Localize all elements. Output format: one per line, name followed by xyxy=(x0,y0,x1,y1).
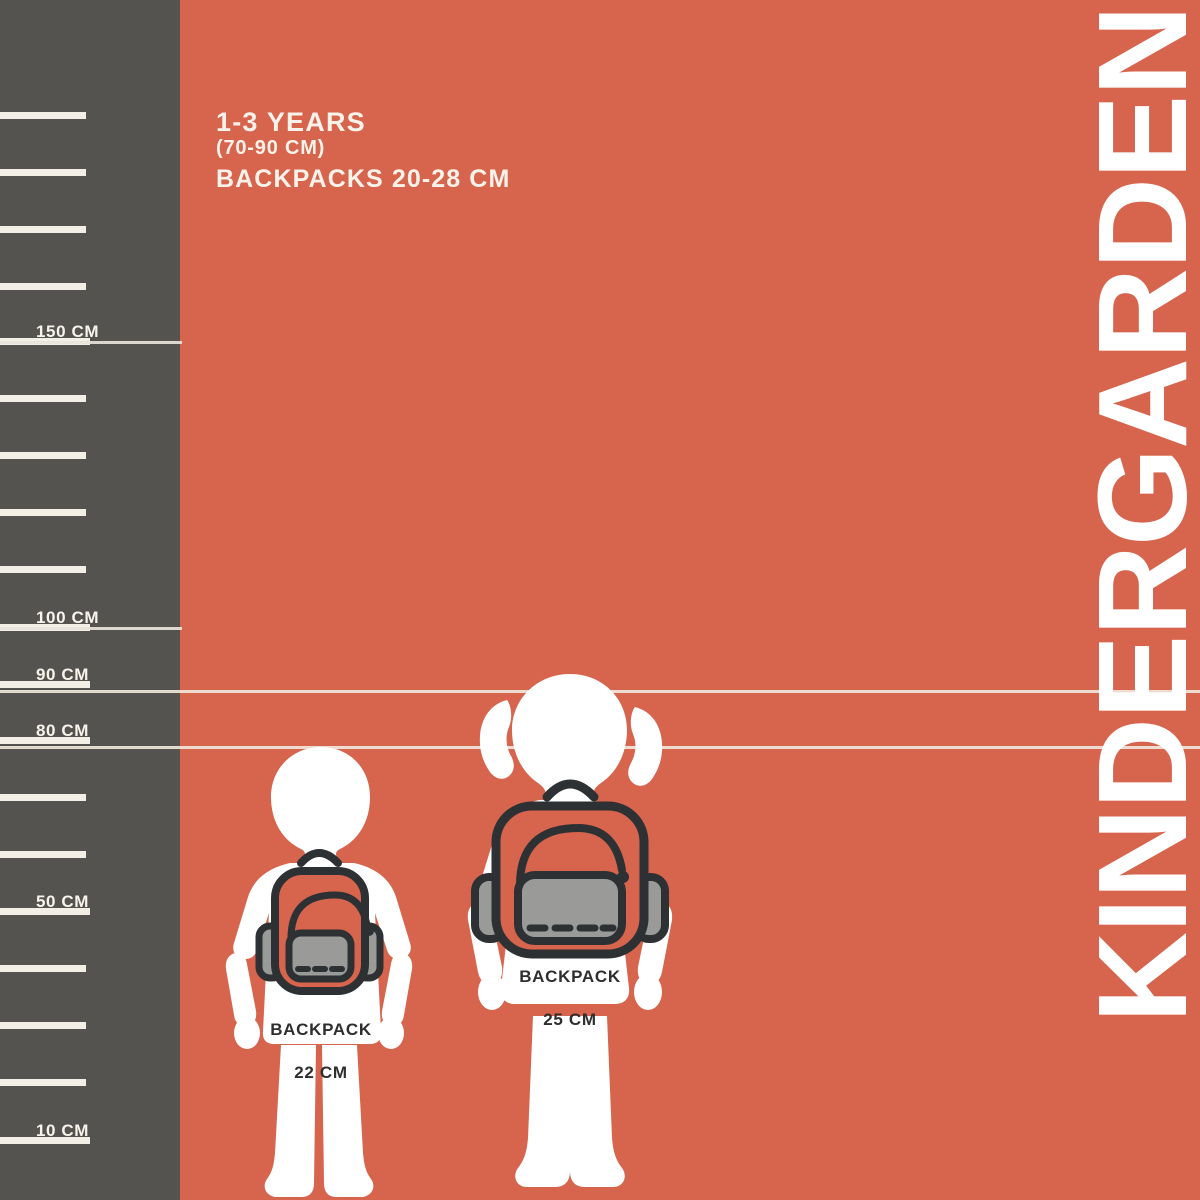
brand-wordmark: KINDERGARDEN xyxy=(1072,6,1200,1024)
ruler-tick-minor xyxy=(0,226,86,233)
backpack-icon-large xyxy=(471,779,669,959)
ruler-tick-label: 90 CM xyxy=(36,665,90,684)
ruler-tick-minor xyxy=(0,566,86,573)
ruler-tick-minor xyxy=(0,395,86,402)
ruler-tick-minor xyxy=(0,1079,86,1086)
figure-label-toddler-girl: BACKPACK 25 CM xyxy=(470,944,670,1031)
ruler-tick-minor xyxy=(0,1022,86,1029)
heading-backpack-range: BACKPACKS 20-28 CM xyxy=(216,164,511,193)
ruler-tick-label: 100 CM xyxy=(36,608,100,627)
ruler-tick-minor xyxy=(0,169,86,176)
figure-label-line1: BACKPACK xyxy=(519,966,621,986)
heading-block: 1-3 YEARS (70-90 CM) BACKPACKS 20-28 CM xyxy=(216,108,510,192)
figure-label-toddler-boy: BACKPACK 22 CM xyxy=(223,997,419,1084)
heading-height-range: (70-90 CM) xyxy=(216,137,326,160)
ruler-tick-minor xyxy=(0,965,86,972)
ruler-tick-label: 150 CM xyxy=(36,322,100,341)
ruler-tick-label: 50 CM xyxy=(36,892,90,911)
figure-label-line1: BACKPACK xyxy=(270,1019,372,1039)
ruler-tick-major xyxy=(0,908,90,915)
ruler-tick-minor xyxy=(0,283,86,290)
ruler-tick-minor xyxy=(0,509,86,516)
ruler-tick-label: 10 CM xyxy=(36,1121,90,1140)
ruler-tick-major xyxy=(0,681,90,688)
ruler-tick-label: 80 CM xyxy=(36,721,90,740)
heading-age-range: 1-3 YEARS xyxy=(216,107,366,137)
figure-toddler-boy: BACKPACK 22 CM xyxy=(205,745,435,1200)
ruler-tick-minor xyxy=(0,794,86,801)
height-guide-line-150 xyxy=(0,341,182,344)
ruler-tick-minor xyxy=(0,851,86,858)
backpack-icon-small xyxy=(255,849,384,995)
height-guide-line-100 xyxy=(0,627,182,630)
ruler-tick-major xyxy=(0,737,90,744)
figure-label-line2: 25 CM xyxy=(543,1010,597,1030)
figure-toddler-girl: BACKPACK 25 CM xyxy=(445,672,695,1200)
ruler-tick-major xyxy=(0,1137,90,1144)
ruler-tick-minor xyxy=(0,112,86,119)
height-ruler-panel xyxy=(0,0,180,1200)
figure-label-line2: 22 CM xyxy=(294,1063,348,1083)
ruler-tick-minor xyxy=(0,452,86,459)
